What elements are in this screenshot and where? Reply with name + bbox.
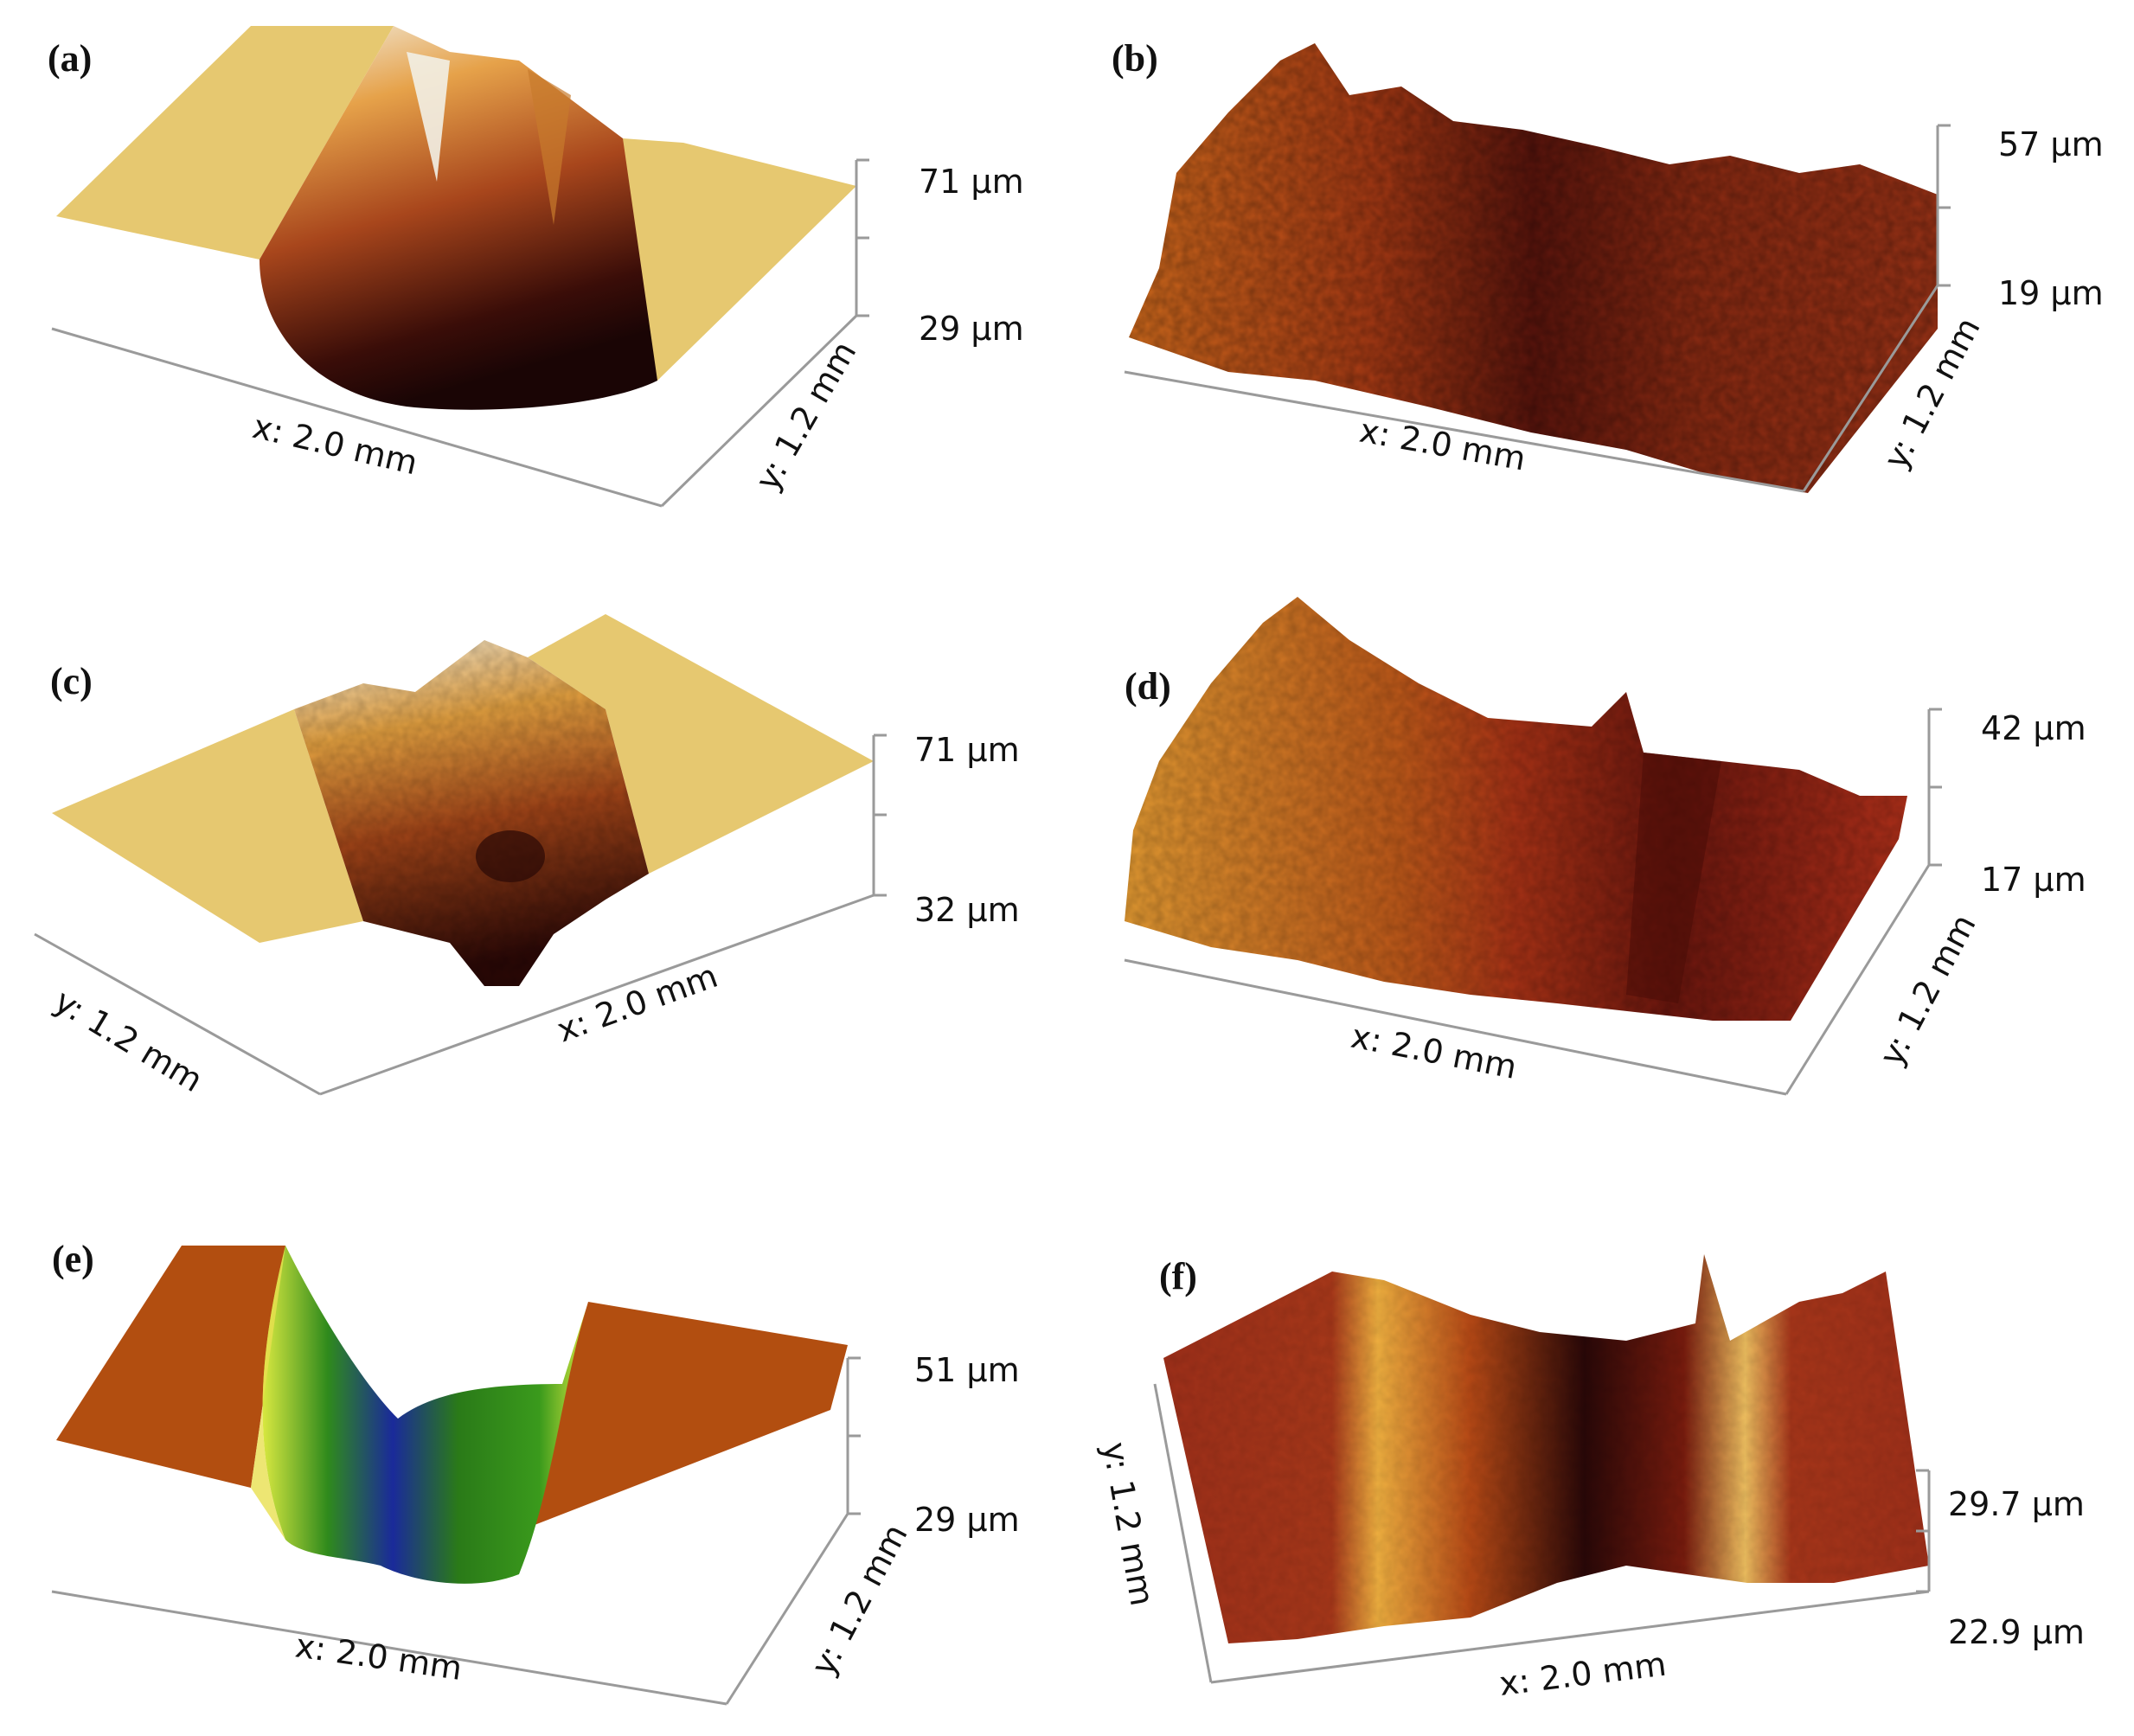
- panel-b-surface: [1129, 43, 1938, 493]
- panel-d-z-top: 42 µm: [1981, 709, 2086, 747]
- panel-f-x-axis: [1210, 1590, 1930, 1684]
- panel-b-z-top: 57 µm: [1998, 125, 2104, 163]
- panel-f-y-label: y: 1.2 mm: [1095, 1439, 1162, 1609]
- panel-f: (f) 29.7 µm 22.9 µm x: 2.0 mm y: 1.2 mm: [1095, 1254, 2085, 1703]
- panel-c-y-axis: [34, 932, 321, 1096]
- panel-d-y-label: y: 1.2 mm: [1872, 908, 1983, 1072]
- panel-e-x-label: x: 2.0 mm: [293, 1626, 465, 1688]
- panel-b-z-bottom: 19 µm: [1998, 274, 2104, 312]
- panel-b-x-axis: [1124, 370, 1804, 493]
- panel-d-surface: [1125, 597, 1907, 1021]
- panel-b: (b) 57 µm 19 µm x: 2.0 mm y: 1.2 mm: [1112, 37, 2104, 493]
- panel-d: (d) 42 µm 17 µm x: 2.0 mm y: 1.2 mm: [1124, 597, 2086, 1096]
- panel-e-z-bottom: 29 µm: [914, 1501, 1020, 1539]
- panel-b-label: (b): [1112, 37, 1158, 80]
- panel-a-x-label: x: 2.0 mm: [249, 407, 421, 482]
- panel-c-x-axis: [319, 894, 875, 1096]
- panel-d-z-bottom: 17 µm: [1981, 861, 2086, 899]
- panel-c-z-top: 71 µm: [914, 731, 1020, 769]
- panel-e-surface: [56, 1246, 848, 1584]
- panel-e-y-label: y: 1.2 mm: [804, 1518, 915, 1682]
- panel-f-z-top: 29.7 µm: [1948, 1485, 2085, 1523]
- panel-a-z-top: 71 µm: [919, 163, 1024, 201]
- panel-e-y-axis: [725, 1513, 849, 1705]
- panel-a: (a) 71 µm 29 µm x: 2.0 mm y: 1.2 mm: [48, 26, 1024, 508]
- panel-f-surface: [1163, 1254, 1929, 1643]
- panel-a-y-label: y: 1.2 mm: [748, 335, 864, 497]
- panel-d-y-axis: [1785, 864, 1931, 1095]
- panel-d-x-label: x: 2.0 mm: [1348, 1017, 1520, 1086]
- panel-f-y-axis: [1153, 1383, 1213, 1683]
- panel-f-label: (f): [1159, 1255, 1197, 1297]
- panel-c-y-label: y: 1.2 mm: [48, 982, 209, 1099]
- panel-e-z-top: 51 µm: [914, 1351, 1020, 1389]
- panel-c: (c) 71 µm 32 µm x: 2.0 mm y: 1.2 mm: [34, 614, 1020, 1099]
- panel-d-label: (d): [1125, 665, 1171, 708]
- panel-e-x-axis: [51, 1590, 727, 1706]
- panel-e-label: (e): [52, 1238, 94, 1280]
- panel-a-label: (a): [48, 37, 92, 80]
- panel-a-y-axis: [660, 314, 858, 508]
- panel-b-y-axis: [1802, 285, 1939, 492]
- panel-c-label: (c): [50, 660, 93, 702]
- panel-e: (e) 51 µm 29 µm x: 2.0 mm y: 1.2 mm: [51, 1238, 1020, 1706]
- panel-d-x-axis: [1124, 958, 1787, 1096]
- panel-c-z-bottom: 32 µm: [914, 891, 1020, 929]
- panel-a-surface: [56, 26, 856, 410]
- panel-a-z-bottom: 29 µm: [919, 310, 1024, 348]
- panel-f-z-bottom: 22.9 µm: [1948, 1613, 2085, 1651]
- panel-a-x-axis: [51, 327, 663, 508]
- panel-c-surface: [52, 614, 874, 986]
- panel-f-x-label: x: 2.0 mm: [1497, 1645, 1669, 1703]
